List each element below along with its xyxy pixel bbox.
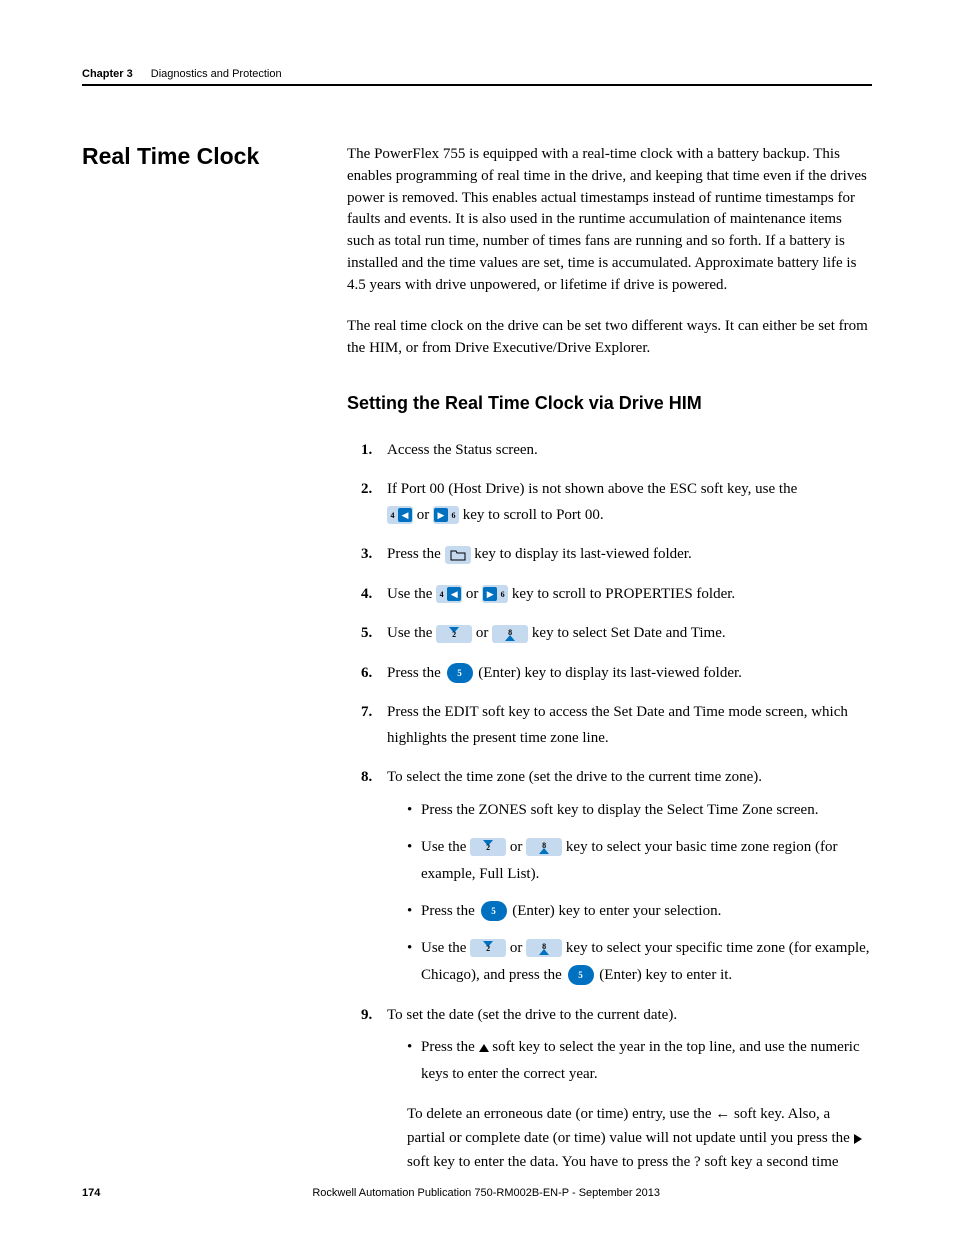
key-8-up-icon: 8 [526, 939, 562, 957]
intro-para-2: The real time clock on the drive can be … [347, 316, 872, 360]
step-3: Press the key to display its last-viewed… [367, 542, 872, 568]
subheading: Setting the Real Time Clock via Drive HI… [347, 390, 872, 416]
step-2: If Port 00 (Host Drive) is not shown abo… [367, 477, 872, 528]
step-1: Access the Status screen. [367, 438, 872, 464]
step-8-bullet-4: Use the 2 or 8 key to select your specif… [407, 935, 872, 989]
step-6: Press the 5 (Enter) key to display its l… [367, 661, 872, 687]
step-9-sublist: Press the soft key to select the year in… [387, 1034, 872, 1088]
step-8-sublist: Press the ZONES soft key to display the … [387, 797, 872, 989]
step-4: Use the 4◀ or ▶6 key to scroll to PROPER… [367, 582, 872, 608]
publication-info: Rockwell Automation Publication 750-RM00… [100, 1187, 872, 1199]
step-8: To select the time zone (set the drive t… [367, 765, 872, 989]
key-5-enter-icon: 5 [481, 901, 507, 921]
folder-key-icon [445, 546, 471, 564]
step-7: Press the EDIT soft key to access the Se… [367, 700, 872, 751]
intro-para-1: The PowerFlex 755 is equipped with a rea… [347, 144, 872, 296]
key-2-down-icon: 2 [470, 838, 506, 856]
key-5-enter-icon: 5 [447, 663, 473, 683]
key-2-down-icon: 2 [436, 625, 472, 643]
step-5: Use the 2 or 8 key to select Set Date an… [367, 621, 872, 647]
step-8-bullet-2: Use the 2 or 8 key to select your basic … [407, 834, 872, 888]
right-triangle-icon [854, 1134, 862, 1144]
chapter-title: Diagnostics and Protection [151, 68, 282, 80]
page-number: 174 [82, 1187, 100, 1199]
key-6-right-icon: ▶6 [433, 506, 459, 524]
step-8-bullet-1: Press the ZONES soft key to display the … [407, 797, 872, 824]
key-8-up-icon: 8 [492, 625, 528, 643]
key-6-right-icon: ▶6 [482, 585, 508, 603]
key-5-enter-icon: 5 [568, 965, 594, 985]
step-9-bullet-1: Press the soft key to select the year in… [407, 1034, 872, 1088]
key-2-down-icon: 2 [470, 939, 506, 957]
page-header: Chapter 3 Diagnostics and Protection [82, 68, 872, 86]
step-9-note: To delete an erroneous date (or time) en… [387, 1102, 872, 1174]
body-column: The PowerFlex 755 is equipped with a rea… [347, 144, 872, 1188]
up-triangle-icon [479, 1044, 489, 1052]
page-footer: 174 Rockwell Automation Publication 750-… [82, 1187, 872, 1199]
step-9: To set the date (set the drive to the cu… [367, 1003, 872, 1175]
steps-list: Access the Status screen. If Port 00 (Ho… [347, 438, 872, 1175]
section-heading: Real Time Clock [82, 144, 347, 169]
key-4-left-icon: 4◀ [387, 506, 413, 524]
chapter-label: Chapter 3 [82, 68, 133, 80]
step-8-bullet-3: Press the 5 (Enter) key to enter your se… [407, 898, 872, 925]
key-4-left-icon: 4◀ [436, 585, 462, 603]
key-8-up-icon: 8 [526, 838, 562, 856]
